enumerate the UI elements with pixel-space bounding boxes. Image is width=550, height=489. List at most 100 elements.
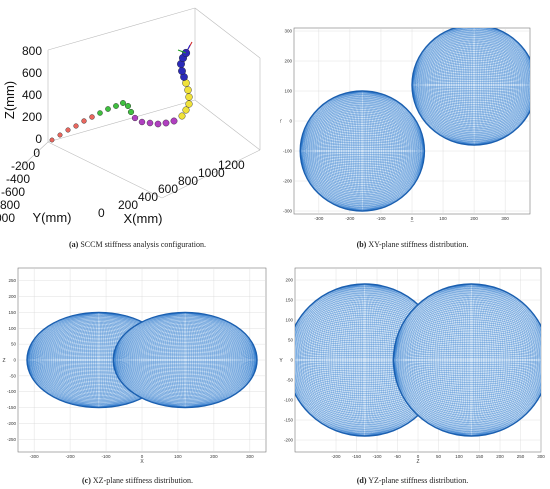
y-tick-label: 200 <box>284 59 292 64</box>
z-tick-label: 400 <box>22 88 42 102</box>
x-tick-label: -100 <box>376 216 386 221</box>
y-tick-label: -50 <box>286 378 293 383</box>
x-tick-label: 0 <box>141 454 144 459</box>
y-tick-label: 0 <box>289 119 292 124</box>
arm-bead <box>138 118 146 126</box>
y-tick-label: 200 <box>285 278 293 283</box>
lobe-outline <box>392 283 541 437</box>
y-tick-label: 200 <box>8 294 16 299</box>
stiffness-contours <box>299 28 530 212</box>
arm-bead <box>127 108 135 116</box>
arm-bead <box>49 137 55 143</box>
chart-b-svg: -300 -200 -100 0 100 200 300 300 200 100 0 -100 -200… <box>280 27 531 222</box>
x-axis-label: X(mm) <box>124 211 163 226</box>
z-tick-label: 0 <box>35 132 42 146</box>
y-tick-label: 100 <box>284 89 292 94</box>
y-tick-label: 0 <box>33 146 40 160</box>
chart-d-svg: -200 -150 -100 -50 0 50 100 150 200 250 300 200 150 1… <box>279 267 545 465</box>
x-tick-label: 200 <box>118 198 138 212</box>
arm-bead <box>146 119 154 127</box>
z-tick-label: 600 <box>22 66 42 80</box>
x-tick-label: 600 <box>158 182 178 196</box>
chart-c-svg: -300 -200 -100 0 100 200 300 250 200 150 100 50 0 -50… <box>2 267 267 465</box>
x-tick-label: -200 <box>345 216 355 221</box>
arm-bead <box>113 103 119 109</box>
arm-bead <box>105 106 111 112</box>
caption-a: (a) SCCM stiffness analysis configuratio… <box>69 240 206 249</box>
caption-b: (b) XY-plane stiffness distribution. <box>356 240 469 249</box>
stiffness-contours <box>26 311 258 409</box>
panel-d-yz-plane: -200 -150 -100 -50 0 50 100 150 200 250 300 200 150 1… <box>275 262 550 468</box>
y-tick-label: -600 <box>1 185 25 199</box>
y-tick-label: -100 <box>283 149 293 154</box>
x-tick-label: 400 <box>138 190 158 204</box>
x-tick-label: 100 <box>439 216 447 221</box>
x-tick-label: 800 <box>178 174 198 188</box>
x-tick-label: -150 <box>352 454 362 459</box>
y-tick-label: 150 <box>8 310 16 315</box>
y-tick-label: 100 <box>285 318 293 323</box>
axis-box-edge <box>47 99 196 143</box>
caption-d: (d) YZ-plane stiffness distribution. <box>356 476 469 485</box>
y-axis-label: Y <box>279 358 283 364</box>
z-axis-label: Z(mm) <box>2 81 17 119</box>
y-tick-label: -400 <box>6 172 30 186</box>
end-frame-y <box>177 49 187 54</box>
y-tick-label: -50 <box>9 373 16 378</box>
y-tick-label: -200 <box>283 179 293 184</box>
panel-c-xz-plane: -300 -200 -100 0 100 200 300 250 200 150 100 50 0 -50… <box>0 262 275 468</box>
x-tick-label: -200 <box>331 454 341 459</box>
arm-bead <box>154 120 162 128</box>
x-tick-label: 150 <box>476 454 484 459</box>
x-tick-label: 0 <box>411 216 414 221</box>
axis-box-edge <box>47 7 196 51</box>
lobe-outline <box>411 28 530 146</box>
lobe-fill <box>113 312 258 408</box>
arm-bead <box>124 102 131 109</box>
x-axis-label: X <box>410 221 414 222</box>
arm-bead <box>57 132 63 138</box>
axis-box-edge <box>194 7 261 59</box>
lobe-outline <box>112 311 258 409</box>
x-tick-label: 1200 <box>218 158 245 172</box>
y-tick-label: 50 <box>288 338 294 343</box>
x-tick-label: 0 <box>98 206 105 220</box>
panel-a-3d-configuration: 80060040020000-200-400-600-800-100002004… <box>0 0 275 230</box>
y-tick-label: -200 <box>7 421 17 426</box>
y-axis-label: Y(mm) <box>33 210 72 225</box>
y-tick-label: -200 <box>11 159 35 173</box>
y-tick-label: 0 <box>290 358 293 363</box>
x-tick-label: 100 <box>455 454 463 459</box>
x-axis-label: Z <box>416 459 419 465</box>
arm-bead <box>162 119 170 127</box>
y-tick-label: 300 <box>284 29 292 34</box>
z-tick-label: 200 <box>22 110 42 124</box>
x-tick-label: -300 <box>314 216 324 221</box>
y-tick-label: 0 <box>13 358 16 363</box>
x-tick-label: 200 <box>496 454 504 459</box>
x-tick-label: 300 <box>246 454 254 459</box>
x-tick-label: -50 <box>394 454 401 459</box>
lobe-fill <box>300 91 425 211</box>
y-tick-label: -150 <box>7 405 17 410</box>
arm-bead <box>185 93 193 101</box>
arm-bead <box>120 100 126 106</box>
arm-bead <box>81 118 87 124</box>
y-tick-label: -100 <box>284 398 294 403</box>
z-tick-label: 800 <box>22 44 42 58</box>
y-tick-label: -200 <box>284 438 294 443</box>
arm-bead <box>184 86 192 94</box>
x-tick-label: 0 <box>417 454 420 459</box>
x-tick-label: 250 <box>517 454 525 459</box>
x-tick-label: 1000 <box>198 166 225 180</box>
y-axis-label: Y <box>280 119 282 125</box>
x-tick-label: 200 <box>210 454 218 459</box>
arm-bead <box>170 117 178 125</box>
arm-bead <box>97 110 103 116</box>
arm-bead <box>178 112 186 120</box>
x-tick-label: -100 <box>372 454 382 459</box>
x-tick-label: 300 <box>537 454 545 459</box>
y-tick-label: 250 <box>8 278 16 283</box>
lobe-outline <box>299 90 426 212</box>
arm-bead <box>73 123 79 129</box>
